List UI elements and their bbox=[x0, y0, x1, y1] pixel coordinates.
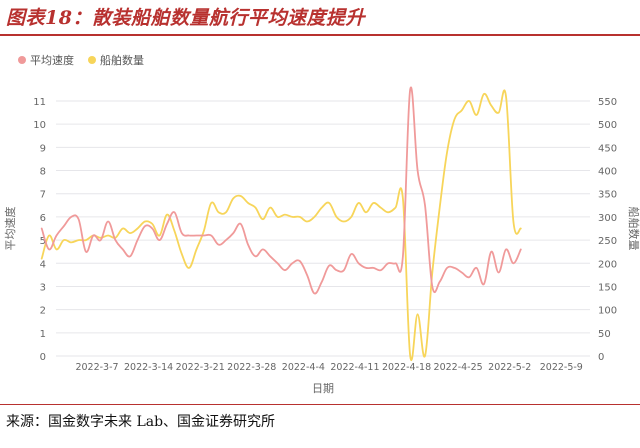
right-tick-label: 150 bbox=[598, 282, 617, 293]
left-tick-label: 0 bbox=[40, 352, 46, 363]
x-tick-label: 2022-3-21 bbox=[176, 362, 225, 373]
left-tick-label: 7 bbox=[40, 190, 46, 201]
x-tick-label: 2022-4-25 bbox=[434, 362, 483, 373]
legend-label-1: 船舶数量 bbox=[100, 53, 144, 67]
x-tick-label: 2022-5-9 bbox=[540, 362, 583, 373]
x-tick-label: 2022-5-2 bbox=[488, 362, 531, 373]
right-tick-label: 400 bbox=[598, 167, 617, 178]
right-tick-label: 300 bbox=[598, 213, 617, 224]
title-divider bbox=[0, 34, 640, 36]
left-tick-label: 1 bbox=[40, 329, 46, 340]
y-axis-right-label: 船舶数量 bbox=[627, 207, 640, 251]
right-tick-label: 200 bbox=[598, 259, 617, 270]
legend-label-0: 平均速度 bbox=[30, 53, 74, 67]
right-tick-label: 550 bbox=[598, 97, 617, 108]
x-tick-label: 2022-3-14 bbox=[124, 362, 173, 373]
right-tick-label: 500 bbox=[598, 120, 617, 131]
x-tick-label: 2022-3-28 bbox=[227, 362, 276, 373]
left-tick-label: 11 bbox=[33, 97, 46, 108]
chart-legend: 平均速度 船舶数量 bbox=[18, 53, 144, 67]
left-tick-label: 6 bbox=[40, 213, 46, 224]
right-tick-label: 250 bbox=[598, 236, 617, 247]
legend-marker-1 bbox=[88, 56, 96, 64]
series-line-speed bbox=[40, 86, 522, 295]
y-axis-left-label: 平均速度 bbox=[3, 207, 17, 251]
right-axis: 0 50 100 150 200 250 300 350 400 450 500 550 bbox=[598, 97, 617, 363]
right-tick-label: 100 bbox=[598, 306, 617, 317]
x-axis: 2022-3-7 2022-3-14 2022-3-21 2022-3-28 2022-… bbox=[75, 362, 582, 373]
left-axis: 0 1 2 3 4 5 6 7 8 9 10 11 bbox=[33, 97, 46, 363]
chart-grid bbox=[56, 100, 590, 357]
x-tick-label: 2022-4-4 bbox=[282, 362, 325, 373]
left-tick-label: 8 bbox=[40, 167, 46, 178]
x-tick-label: 2022-4-11 bbox=[330, 362, 379, 373]
right-tick-label: 50 bbox=[598, 329, 611, 340]
series-layer bbox=[40, 86, 522, 361]
right-tick-label: 450 bbox=[598, 143, 617, 154]
left-tick-label: 2 bbox=[40, 306, 46, 317]
left-tick-label: 9 bbox=[40, 143, 46, 154]
x-axis-label: 日期 bbox=[312, 382, 334, 395]
figure-title: 图表18：散装船舶数量航行平均速度提升 bbox=[6, 7, 365, 29]
series-line-ships bbox=[40, 89, 522, 361]
source-divider bbox=[0, 404, 640, 405]
right-tick-label: 350 bbox=[598, 190, 617, 201]
left-tick-label: 3 bbox=[40, 282, 46, 293]
left-tick-label: 10 bbox=[33, 120, 46, 131]
left-tick-label: 5 bbox=[40, 236, 46, 247]
left-tick-label: 4 bbox=[40, 259, 46, 270]
right-tick-label: 0 bbox=[598, 352, 604, 363]
source-note: 来源：国金数字未来 Lab、国金证券研究所 bbox=[6, 414, 276, 430]
legend-marker-0 bbox=[18, 56, 26, 64]
x-tick-label: 2022-4-18 bbox=[382, 362, 431, 373]
x-tick-label: 2022-3-7 bbox=[75, 362, 118, 373]
